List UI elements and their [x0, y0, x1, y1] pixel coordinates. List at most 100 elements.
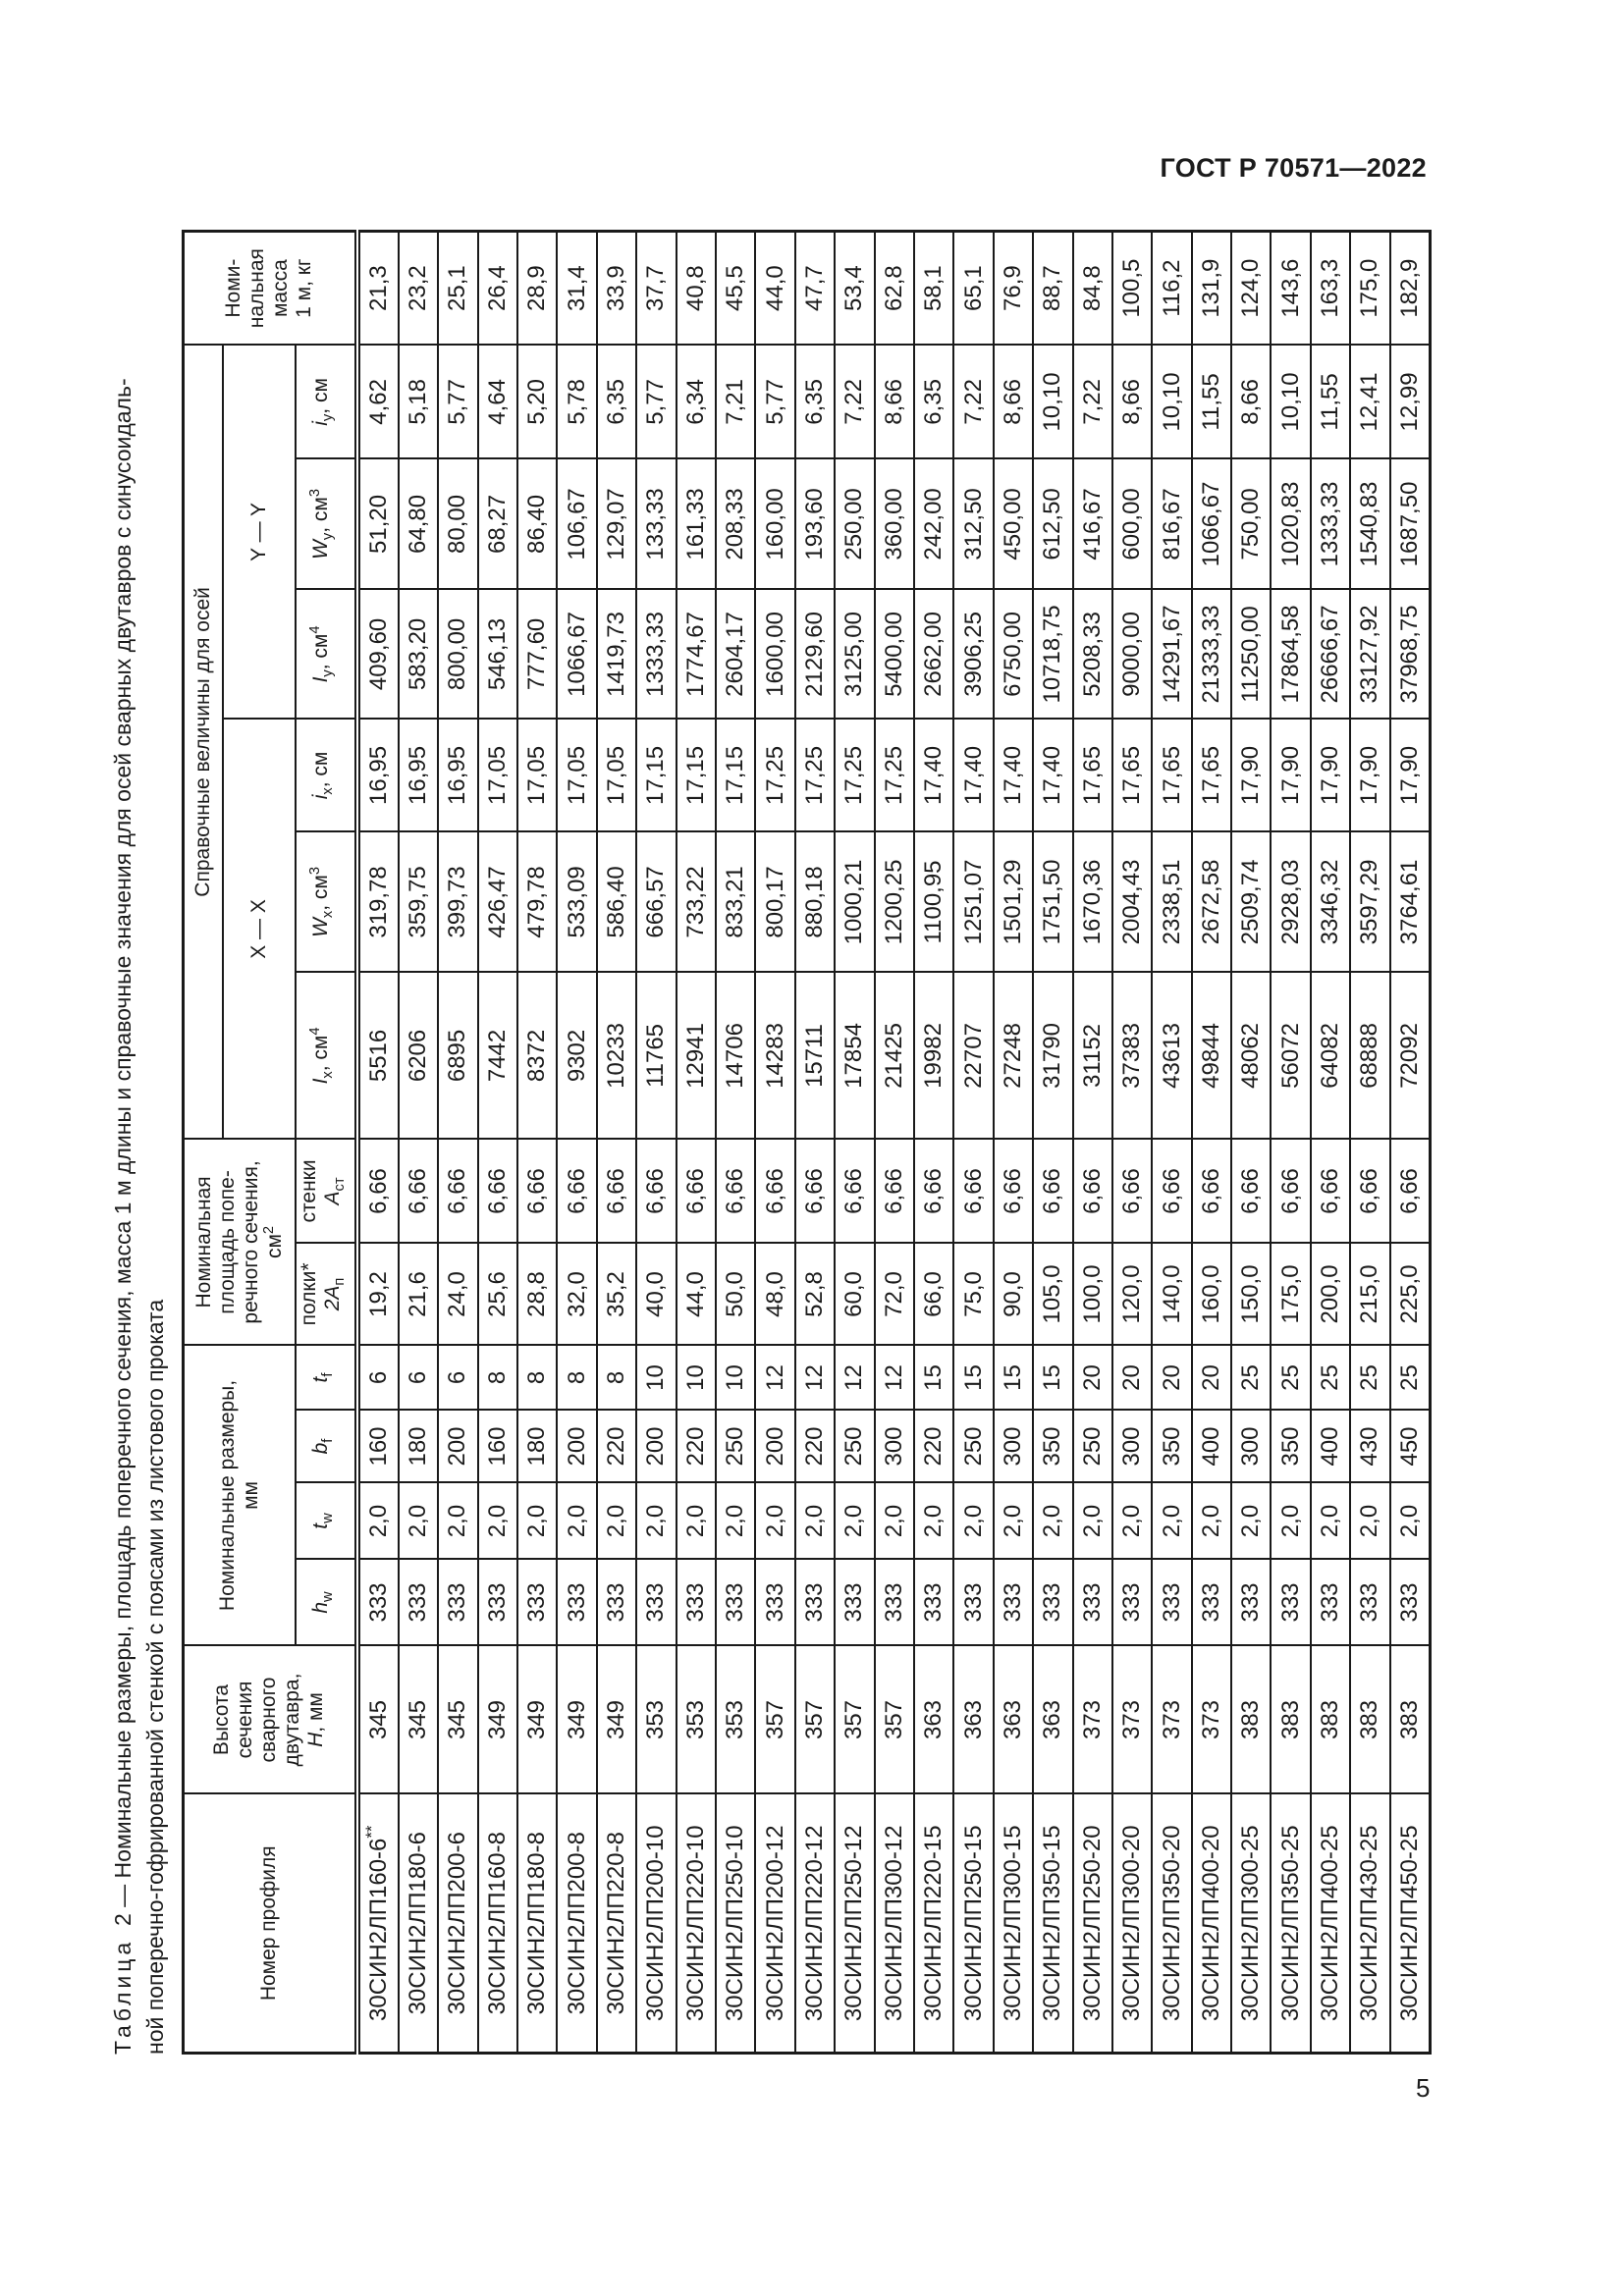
- table-row: 30СИН2ЛП220-15 363 333 2,0 220 15 66,0 6,66 1998…: [913, 231, 954, 2054]
- cell-flange-area: 150,0: [1231, 1243, 1272, 1346]
- cell-ix-moment: 6206: [398, 972, 439, 1140]
- table-row: 30СИН2ЛП200-6 345 333 2,0 200 6 24,0 6,66 6895 39…: [438, 231, 478, 2054]
- cell-web-area: 6,66: [517, 1139, 558, 1244]
- cell-height: 363: [993, 1645, 1034, 1794]
- cell-tf: 20: [1191, 1345, 1232, 1411]
- cell-wy-modulus: 133,33: [636, 458, 677, 590]
- cell-profile: 30СИН2ЛП200-12: [755, 1793, 795, 2054]
- cell-ix-radius: 17,90: [1350, 719, 1390, 832]
- header-hw-symbol: h: [309, 1601, 333, 1614]
- cell-wx-modulus: 399,73: [438, 831, 478, 973]
- cell-flange-area: 225,0: [1389, 1243, 1431, 1346]
- cell-iy-radius: 7,22: [835, 345, 875, 459]
- header-tw: tw: [295, 1482, 357, 1560]
- cell-mass: 23,2: [398, 231, 439, 346]
- header-tw-sub: w: [320, 1513, 337, 1523]
- cell-height: 363: [1033, 1645, 1073, 1794]
- cell-iy-radius: 4,64: [477, 345, 518, 459]
- table-row: 30СИН2ЛП250-12 357 333 2,0 250 12 60,0 6,66 1785…: [835, 231, 875, 2054]
- cell-flange-area: 140,0: [1152, 1243, 1192, 1346]
- cell-wx-modulus: 1000,21: [835, 831, 875, 973]
- cell-flange-area: 35,2: [596, 1243, 637, 1346]
- header-Wx: Wx, см3: [295, 831, 357, 973]
- cell-mass: 62,8: [874, 231, 914, 346]
- cell-ix-moment: 22707: [953, 972, 994, 1140]
- cell-ix-radius: 17,65: [1111, 719, 1153, 832]
- cell-tw: 2,0: [438, 1482, 478, 1560]
- cell-height: 349: [477, 1645, 518, 1794]
- cell-profile: 30СИН2ЛП250-10: [716, 1793, 756, 2054]
- cell-iy-radius: 5,20: [517, 345, 558, 459]
- cell-ix-moment: 72092: [1389, 972, 1431, 1140]
- cell-hw: 333: [1271, 1559, 1311, 1646]
- cell-ix-radius: 17,90: [1389, 719, 1431, 832]
- cell-tw: 2,0: [1389, 1482, 1431, 1560]
- cell-iy-radius: 8,66: [1231, 345, 1272, 459]
- cell-iy-moment: 3125,00: [835, 589, 875, 720]
- cell-web-area: 6,66: [1191, 1139, 1232, 1244]
- cell-web-area: 6,66: [477, 1139, 518, 1244]
- cell-web-area: 6,66: [596, 1139, 637, 1244]
- cell-hw: 333: [398, 1559, 439, 1646]
- cell-tw: 2,0: [477, 1482, 518, 1560]
- cell-bf: 430: [1350, 1410, 1390, 1483]
- cell-iy-radius: 11,55: [1310, 345, 1351, 459]
- cell-wx-modulus: 1670,36: [1072, 831, 1112, 973]
- cell-height: 353: [636, 1645, 677, 1794]
- header-flange-sub: п: [332, 1277, 349, 1286]
- cell-mass: 21,3: [356, 231, 399, 346]
- cell-tf: 20: [1072, 1345, 1112, 1411]
- cell-mass: 124,0: [1231, 231, 1272, 346]
- cell-wx-modulus: 2338,51: [1152, 831, 1192, 973]
- cell-iy-moment: 1419,73: [596, 589, 637, 720]
- cell-iy-moment: 583,20: [398, 589, 439, 720]
- cell-ix-moment: 43613: [1152, 972, 1192, 1140]
- cell-ix-moment: 56072: [1271, 972, 1311, 1140]
- cell-ix-radius: 17,05: [517, 719, 558, 832]
- cell-tf: 15: [953, 1345, 994, 1411]
- header-axis-x: X — X: [222, 719, 296, 1140]
- cell-web-area: 6,66: [1350, 1139, 1390, 1244]
- cell-iy-moment: 2662,00: [913, 589, 954, 720]
- header-flange-symbol: 2A: [321, 1285, 345, 1311]
- cell-ix-moment: 49844: [1191, 972, 1232, 1140]
- header-area: Номинальная площадь попе- речного сечени…: [183, 1139, 296, 1346]
- caption-label: Таблица: [110, 1938, 135, 2055]
- profile-name: 30СИН2ЛП200-6: [444, 1832, 471, 2015]
- cell-wy-modulus: 80,00: [438, 458, 478, 590]
- profile-name: 30СИН2ЛП250-20: [1078, 1825, 1106, 2022]
- cell-iy-radius: 8,66: [993, 345, 1034, 459]
- cell-flange-area: 215,0: [1350, 1243, 1390, 1346]
- header-Wx-sub: x: [320, 910, 337, 919]
- cell-wy-modulus: 816,67: [1152, 458, 1192, 590]
- cell-iy-moment: 6750,00: [993, 589, 1034, 720]
- cell-hw: 333: [794, 1559, 836, 1646]
- cell-tf: 25: [1231, 1345, 1272, 1411]
- cell-profile: 30СИН2ЛП160-8: [477, 1793, 518, 2054]
- cell-tf: 6: [398, 1345, 439, 1411]
- header-tf-symbol: t: [309, 1376, 333, 1383]
- cell-mass: 45,5: [716, 231, 756, 346]
- cell-tf: 8: [517, 1345, 558, 1411]
- cell-hw: 333: [438, 1559, 478, 1646]
- cell-hw: 333: [1111, 1559, 1153, 1646]
- cell-ix-moment: 19982: [913, 972, 954, 1140]
- header-Iy-sub: y: [320, 669, 337, 677]
- cell-flange-area: 160,0: [1191, 1243, 1232, 1346]
- cell-bf: 250: [716, 1410, 756, 1483]
- cell-wy-modulus: 750,00: [1231, 458, 1272, 590]
- cell-hw: 333: [1191, 1559, 1232, 1646]
- header-ix-unit: , см: [309, 751, 333, 788]
- cell-mass: 143,6: [1271, 231, 1311, 346]
- cell-flange-area: 90,0: [993, 1243, 1034, 1346]
- table-row: 30СИН2ЛП400-25 383 333 2,0 400 25 200,0 6,66 640…: [1310, 231, 1351, 2054]
- cell-wy-modulus: 160,00: [755, 458, 795, 590]
- cell-tf: 12: [755, 1345, 795, 1411]
- cell-tw: 2,0: [1111, 1482, 1153, 1560]
- cell-web-area: 6,66: [1389, 1139, 1431, 1244]
- cell-ix-radius: 17,05: [557, 719, 597, 832]
- cell-mass: 76,9: [993, 231, 1034, 346]
- cell-profile: 30СИН2ЛП300-20: [1111, 1793, 1153, 2054]
- cell-hw: 333: [835, 1559, 875, 1646]
- header-iy-unit: , см: [309, 378, 333, 414]
